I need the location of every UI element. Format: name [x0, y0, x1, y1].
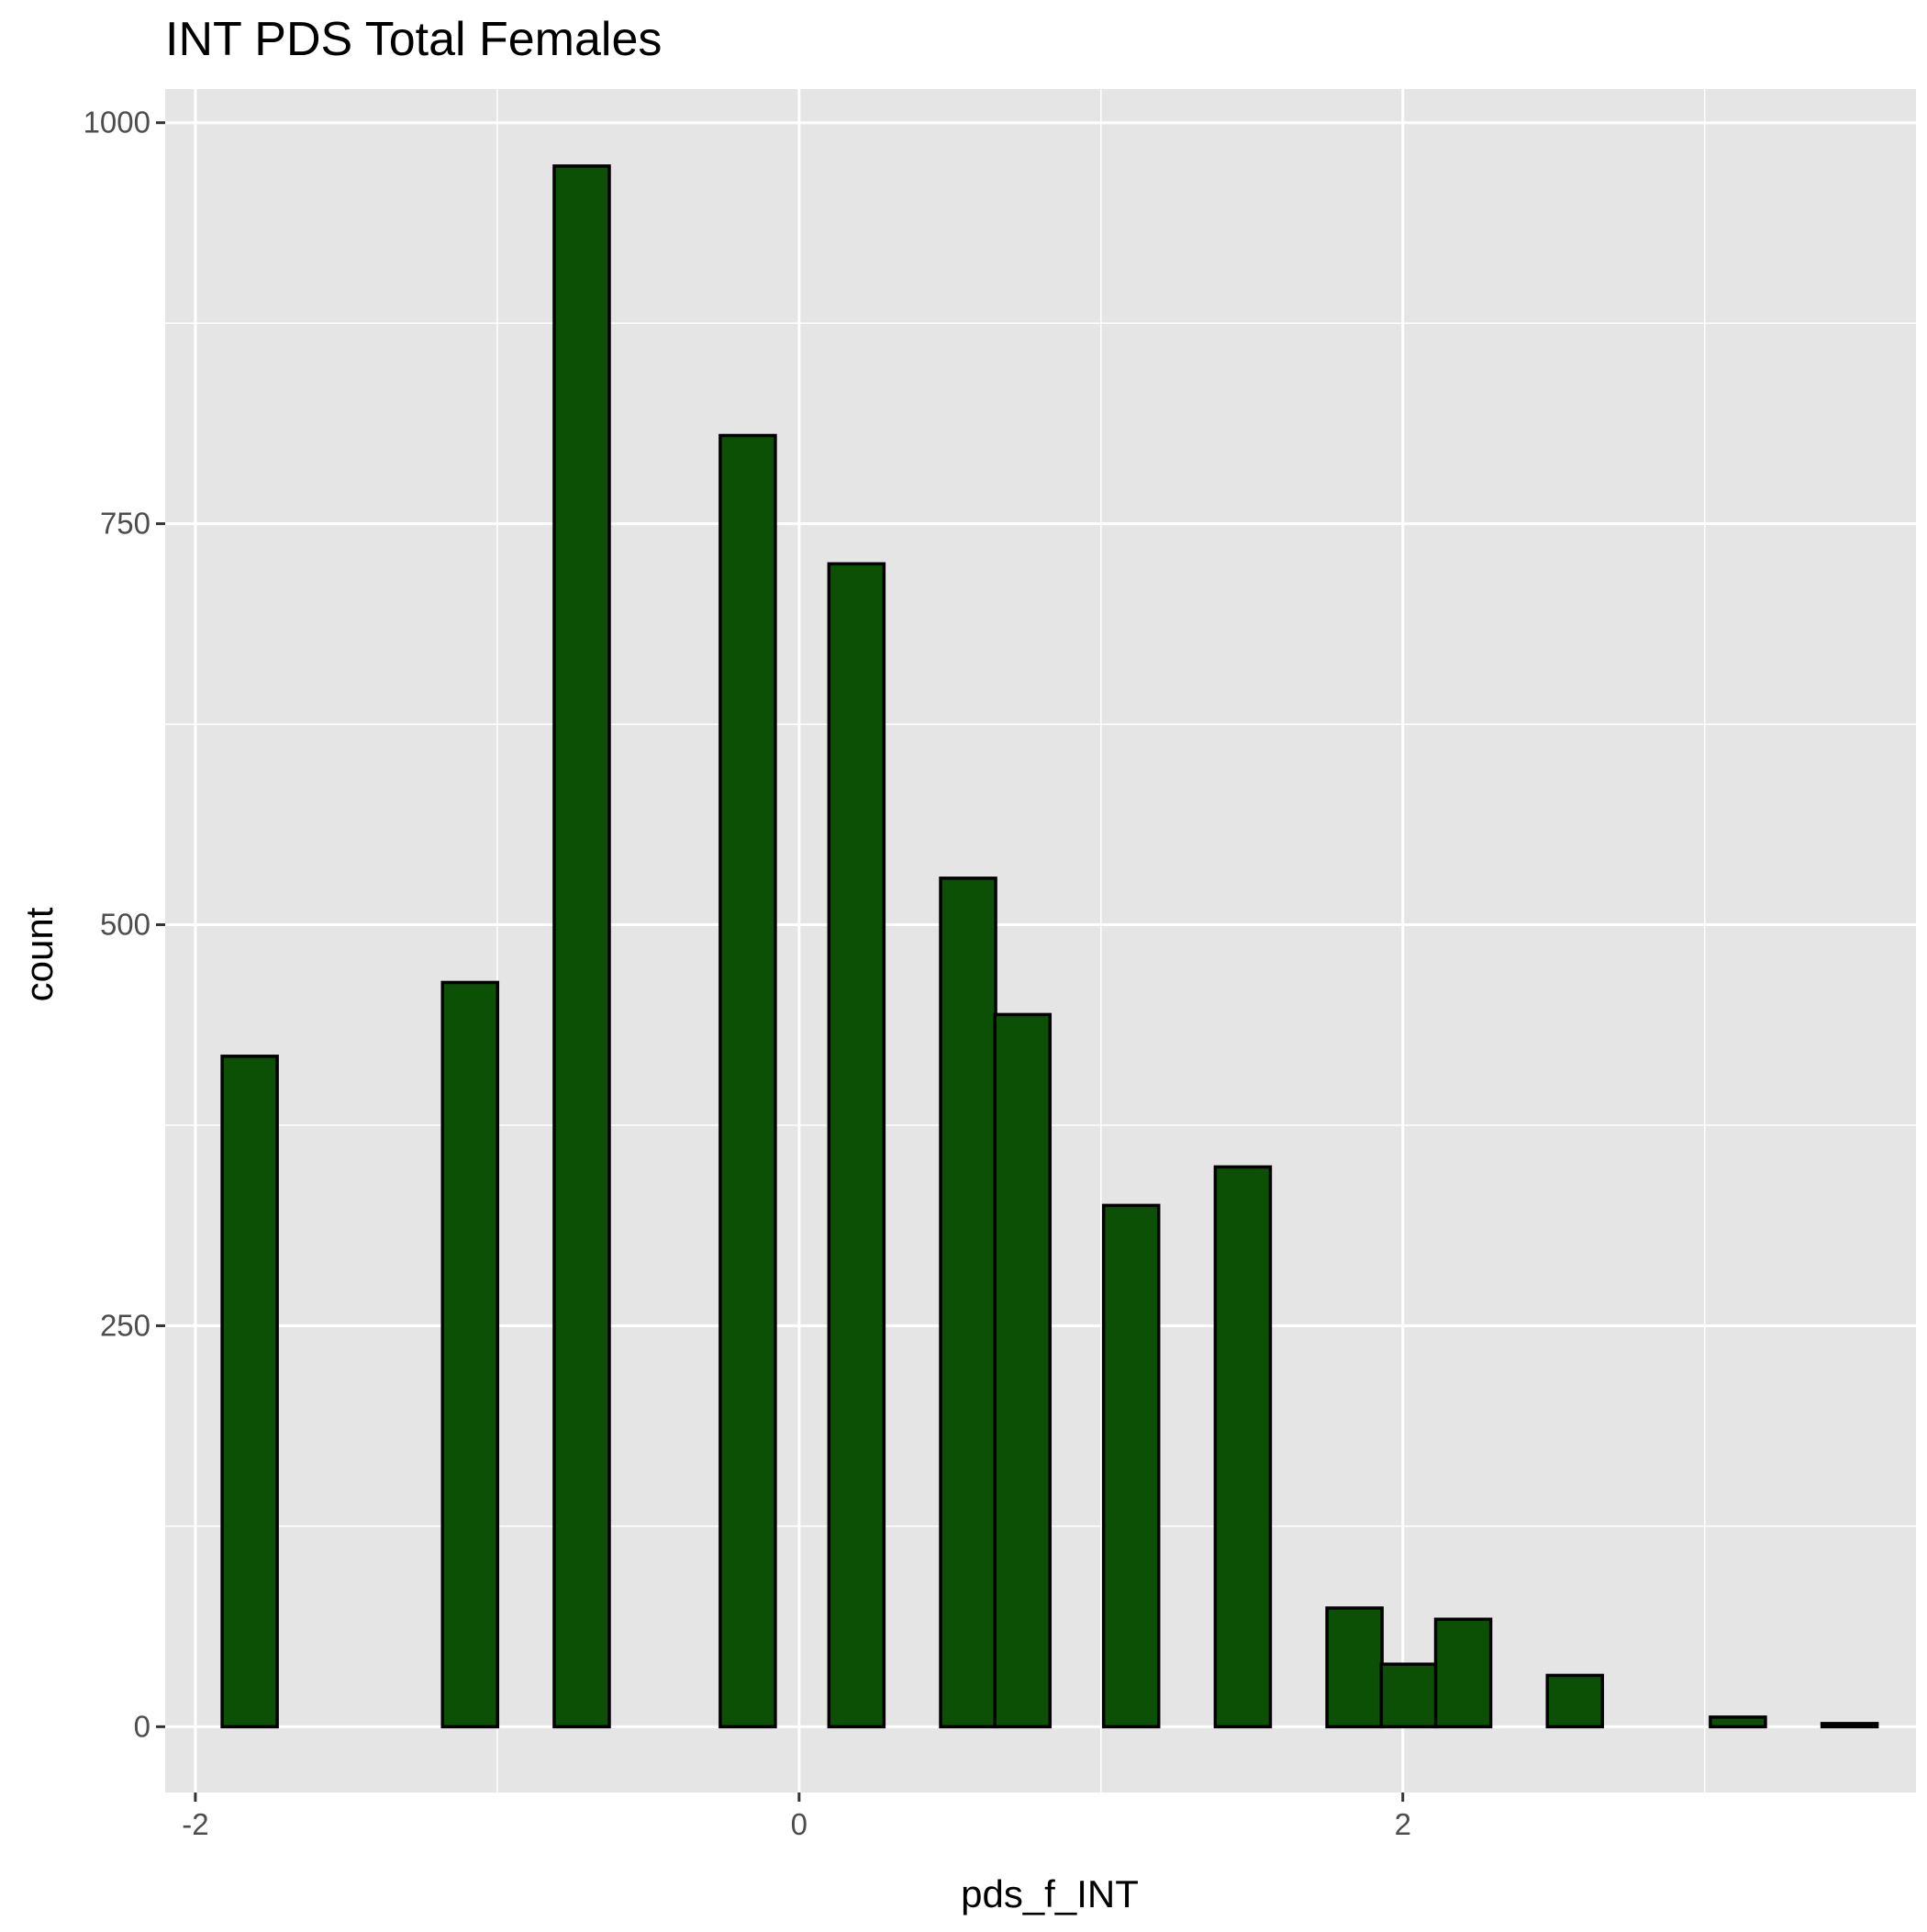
- histogram-bar: [552, 164, 611, 1729]
- histogram-bar: [939, 877, 997, 1729]
- histogram-bar: [440, 980, 500, 1729]
- histogram-bar: [993, 1012, 1053, 1729]
- y-tick-label: 0: [134, 1709, 150, 1743]
- histogram-bar: [1433, 1617, 1493, 1729]
- x-tick-label: -2: [182, 1807, 208, 1841]
- histogram-bar: [1213, 1165, 1273, 1729]
- y-axis: 0 250 500 750 1000: [84, 106, 165, 1743]
- y-tick-label: 250: [100, 1308, 150, 1342]
- histogram-bar: [718, 433, 777, 1729]
- histogram-bar: [1545, 1673, 1605, 1729]
- histogram-bar: [827, 562, 886, 1729]
- histogram-bars: [220, 164, 1879, 1729]
- x-tick-label: 0: [791, 1807, 808, 1841]
- histogram-bar: [1379, 1662, 1439, 1729]
- y-tick-label: 750: [100, 507, 150, 541]
- x-axis: -2 0 2: [182, 1792, 1411, 1841]
- histogram-bar: [1101, 1203, 1161, 1729]
- x-axis-title: pds_f_INT: [961, 1872, 1139, 1915]
- y-tick-label: 500: [100, 908, 150, 942]
- chart-title: INT PDS Total Females: [165, 13, 662, 66]
- histogram-bar: [1820, 1722, 1879, 1729]
- y-tick-label: 1000: [84, 106, 150, 140]
- histogram-bar: [220, 1055, 279, 1729]
- x-tick-label: 2: [1395, 1807, 1411, 1841]
- y-axis-title: count: [17, 907, 61, 1001]
- histogram-bar: [1325, 1606, 1384, 1729]
- histogram-bar: [1709, 1715, 1767, 1729]
